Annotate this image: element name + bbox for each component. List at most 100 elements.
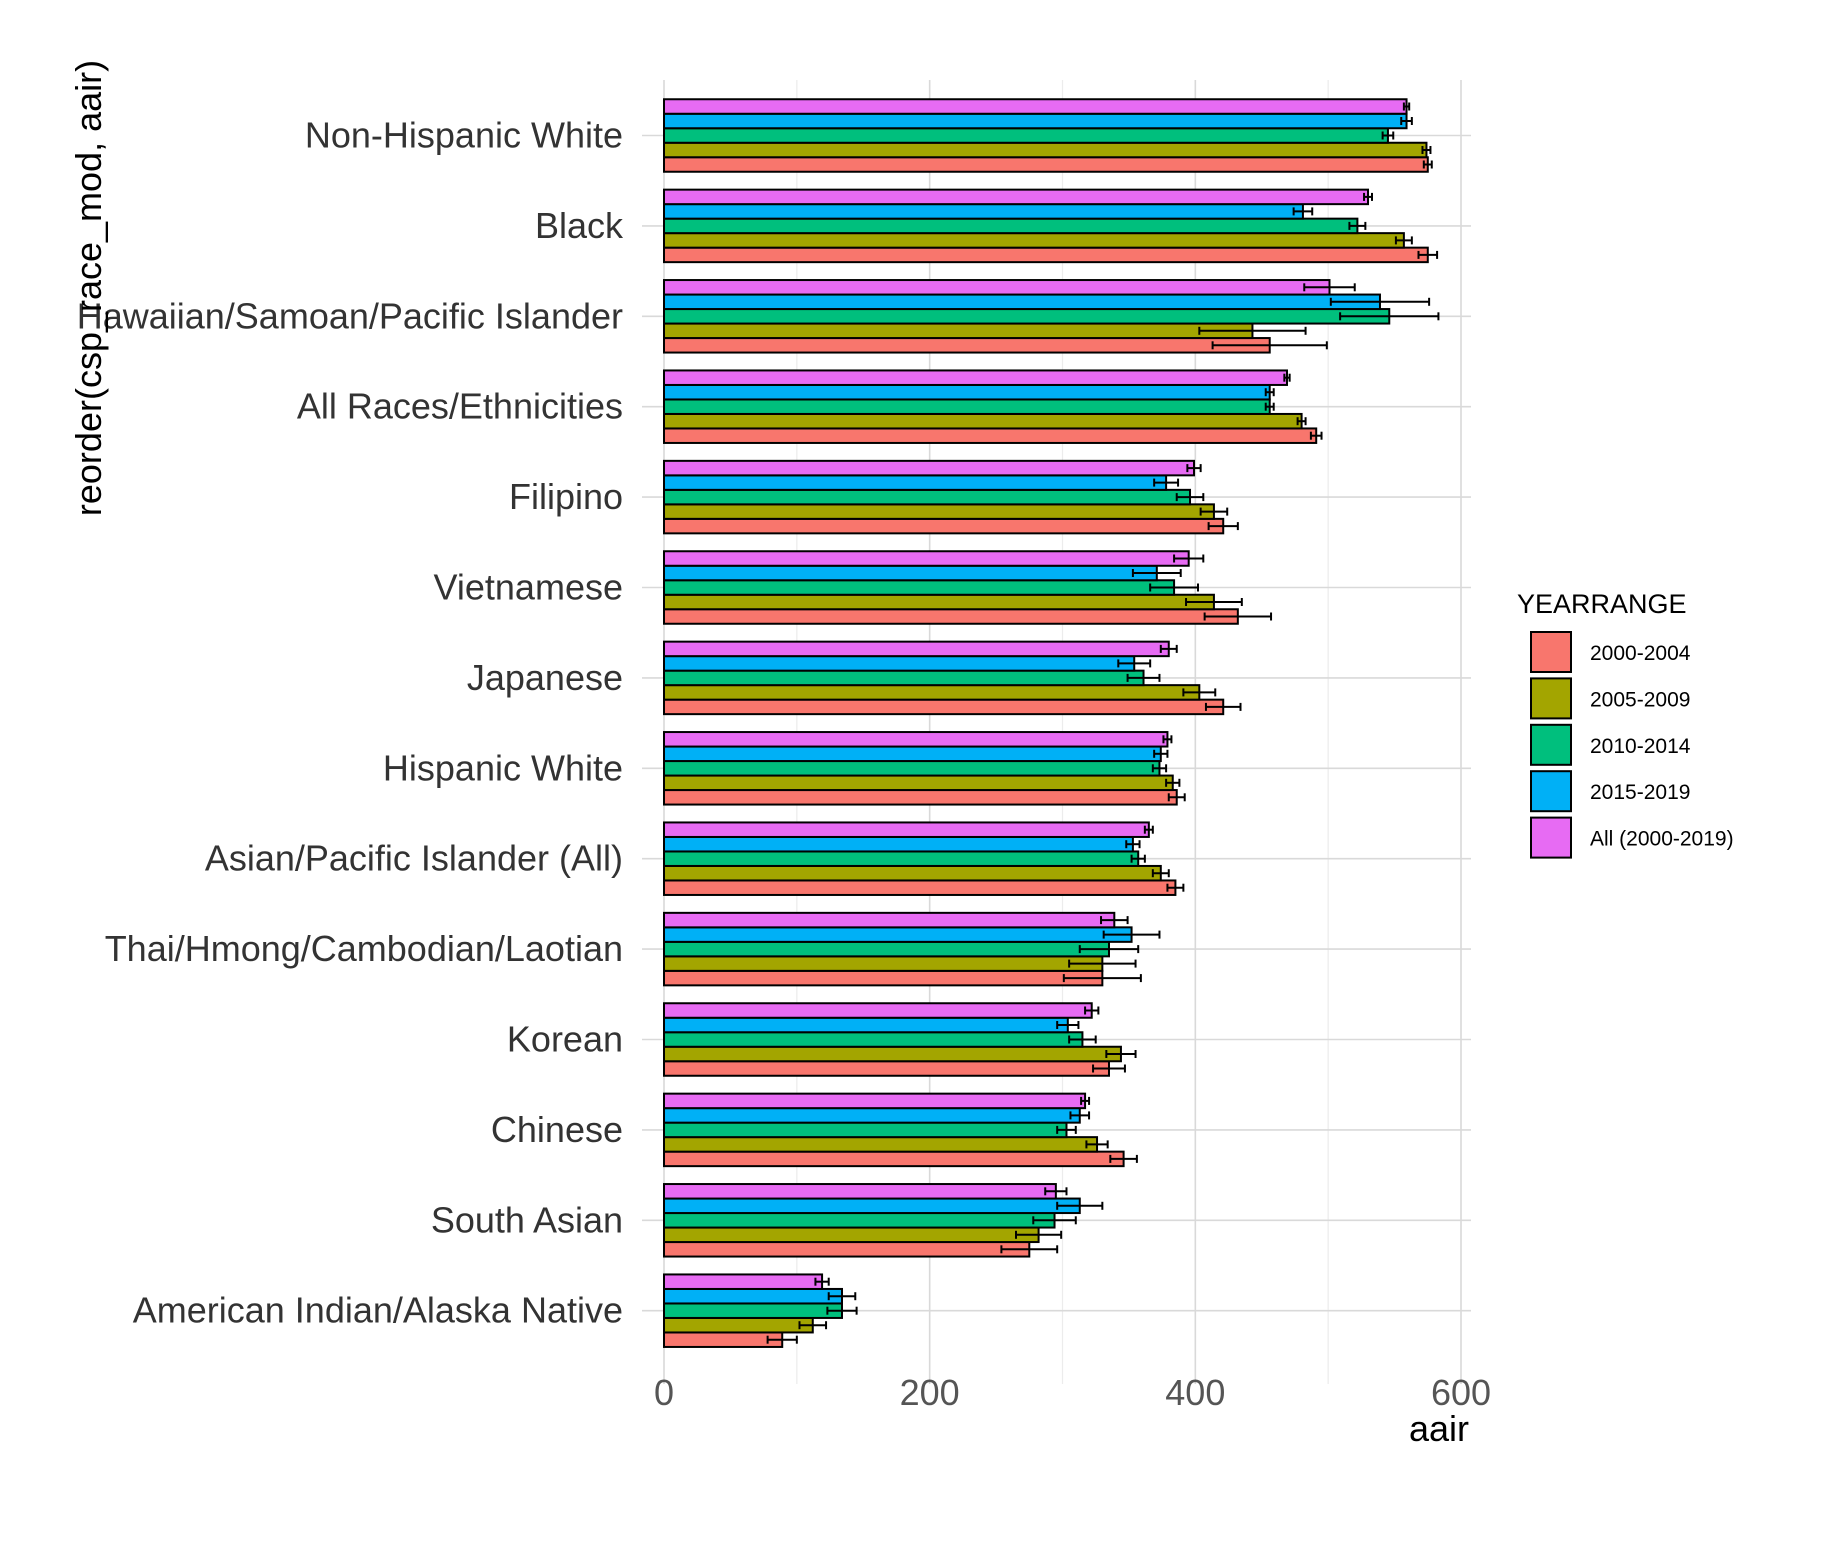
bar	[663, 550, 1190, 567]
bar	[663, 608, 1239, 625]
category-label: Korean	[507, 1019, 623, 1060]
bar	[663, 383, 1271, 401]
error-bar	[1159, 644, 1178, 653]
error-bar	[1167, 793, 1186, 802]
bar	[663, 955, 1104, 972]
x-tick-label: 600	[1431, 1372, 1491, 1413]
error-bar	[1283, 373, 1291, 382]
legend-label: 2015-2019	[1590, 781, 1690, 804]
legend-label: 2000-2004	[1590, 642, 1691, 665]
error-bar	[1417, 250, 1439, 259]
bar	[663, 1273, 824, 1290]
bar	[663, 1331, 784, 1348]
error-bar	[766, 1335, 798, 1344]
error-bar	[1000, 1245, 1059, 1254]
y-axis-title: reorder(csp_race_mod, aair)	[68, 60, 109, 516]
bar	[663, 1092, 1087, 1110]
bar	[663, 337, 1271, 354]
category-label: Asian/Pacific Islander (All)	[205, 838, 623, 879]
bar	[663, 427, 1318, 444]
error-bar	[1381, 131, 1395, 140]
bar	[663, 926, 1133, 943]
error-bar	[1131, 569, 1182, 577]
bar	[663, 156, 1429, 173]
error-bar	[798, 1321, 828, 1330]
legend-key	[1530, 770, 1572, 813]
bar	[663, 698, 1225, 716]
bar	[663, 1241, 1031, 1258]
error-bar	[1203, 612, 1273, 621]
error-bar	[1084, 1006, 1100, 1015]
bar	[663, 1060, 1110, 1077]
bar	[663, 279, 1331, 296]
error-bar	[1125, 840, 1141, 849]
bar	[663, 1031, 1084, 1048]
error-bar	[1402, 102, 1411, 111]
error-bar	[1264, 388, 1275, 397]
error-bar	[1100, 916, 1129, 925]
error-bar	[1105, 1050, 1137, 1058]
error-bar	[1130, 854, 1146, 863]
bar	[663, 774, 1174, 792]
bar	[663, 503, 1215, 520]
category-label: American Indian/Alaska Native	[133, 1290, 623, 1331]
x-tick-label: 400	[1165, 1372, 1225, 1413]
bar	[663, 488, 1192, 506]
category-label: South Asian	[431, 1199, 623, 1240]
error-bar	[1166, 883, 1185, 892]
error-bar	[1143, 825, 1154, 834]
bar	[663, 322, 1254, 340]
bar	[663, 821, 1150, 838]
error-bar	[1421, 146, 1432, 154]
legend-title: YEARRANGE	[1517, 589, 1687, 619]
x-tick-label: 200	[900, 1372, 960, 1413]
bar	[663, 1107, 1081, 1124]
category-label: All Races/Ethnicities	[297, 386, 623, 427]
bar	[663, 1197, 1081, 1215]
legend-label: 2010-2014	[1590, 735, 1691, 758]
error-bar	[1153, 478, 1180, 487]
bar	[663, 864, 1162, 882]
legend-label: All (2000-2019)	[1590, 828, 1734, 851]
bar	[663, 879, 1177, 896]
error-bar	[1303, 283, 1356, 292]
legend-label: 2005-2009	[1590, 688, 1690, 711]
bar	[663, 203, 1304, 220]
error-bar	[1329, 297, 1431, 306]
error-bar	[1339, 312, 1440, 321]
error-bar	[1198, 326, 1307, 335]
error-bar	[1394, 236, 1413, 245]
category-label: Filipino	[509, 476, 623, 517]
bar	[663, 1136, 1099, 1153]
error-bars	[766, 102, 1440, 1344]
bar	[663, 1045, 1122, 1063]
error-bar	[1015, 1230, 1063, 1239]
bar	[663, 98, 1408, 115]
category-label: Thai/Hmong/Cambodian/Laotian	[105, 928, 623, 969]
bar	[663, 1212, 1056, 1229]
category-label: Non-Hispanic White	[305, 115, 623, 156]
error-bar	[1149, 583, 1199, 592]
error-bar	[1092, 1064, 1126, 1073]
error-bar	[1078, 945, 1140, 954]
error-bar	[1211, 341, 1328, 350]
error-bar	[1186, 464, 1202, 473]
bar	[663, 745, 1162, 763]
error-bar	[1363, 192, 1374, 201]
category-label: Japanese	[467, 657, 623, 698]
error-bar	[1068, 1035, 1097, 1044]
x-axis-title: aair	[1409, 1408, 1469, 1449]
category-label: Black	[535, 205, 624, 246]
bar	[663, 398, 1271, 415]
error-bar	[1182, 688, 1217, 697]
error-bar	[1044, 1187, 1068, 1196]
bar	[663, 517, 1225, 535]
x-tick-label: 0	[654, 1372, 674, 1413]
bar	[663, 1121, 1068, 1139]
error-bar	[1309, 431, 1323, 440]
error-bar	[1199, 507, 1229, 516]
error-bar	[1126, 673, 1161, 682]
bar	[663, 850, 1140, 867]
